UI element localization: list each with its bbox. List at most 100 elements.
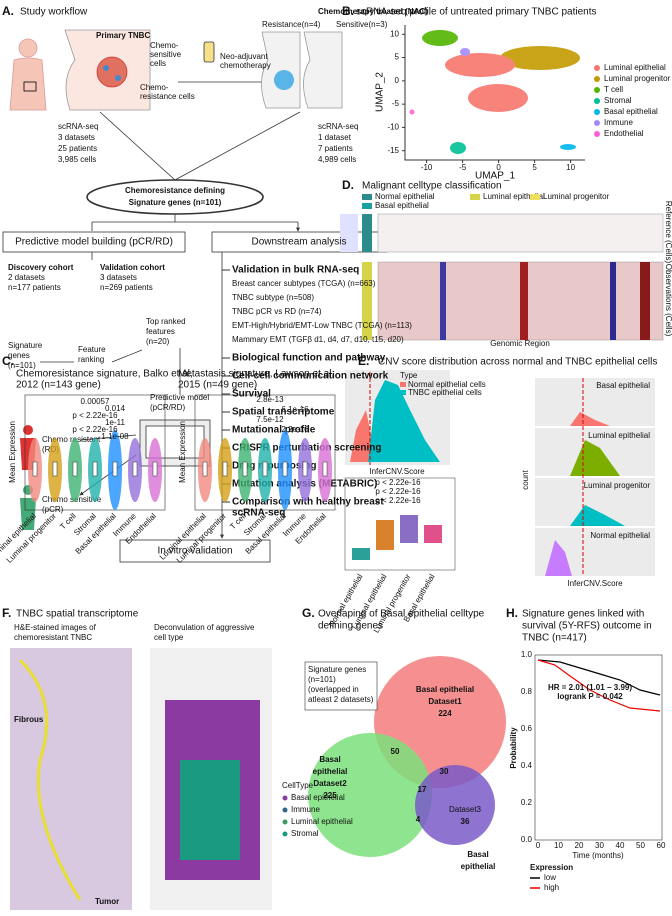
panel-title: Study workflow bbox=[20, 7, 88, 18]
heatmap bbox=[340, 213, 664, 341]
label: Neo-adjuvant bbox=[220, 52, 268, 61]
label: Chemo- bbox=[150, 41, 179, 50]
box bbox=[282, 461, 288, 477]
label: CellType bbox=[282, 781, 314, 790]
violins bbox=[24, 394, 336, 511]
label: Overlaping of Basal epithelial celltype bbox=[318, 609, 485, 620]
analysis-subitem: EMT-High/Hybrid/EMT-Low TNBC (TCGA) (n=1… bbox=[232, 321, 412, 330]
label: scRNA-seq bbox=[318, 122, 358, 131]
legend-swatch bbox=[594, 87, 600, 93]
legend-label: Basal epithelial bbox=[291, 793, 345, 802]
axis bbox=[404, 25, 585, 161]
label: TNBC spatial transcriptome bbox=[16, 609, 139, 620]
plot-title: Chemoresistance signature, Balko et al, bbox=[16, 369, 193, 380]
analysis-subitem: Breast cancer subtypes (TCGA) (n=663) bbox=[232, 279, 376, 288]
label: resistance cells bbox=[140, 92, 195, 101]
box bbox=[92, 461, 98, 477]
legend-swatch bbox=[362, 203, 372, 209]
label: n=177 patients bbox=[8, 283, 61, 292]
legend-swatch bbox=[282, 831, 288, 837]
analysis-subitem: TNBC subtype (n=508) bbox=[232, 293, 314, 302]
legend-swatch bbox=[362, 194, 372, 200]
label: 40 bbox=[616, 841, 625, 850]
label: Chemo- bbox=[140, 83, 169, 92]
legend-label: T cell bbox=[604, 85, 623, 94]
legend-label: Basal epithelial bbox=[375, 201, 429, 210]
label: Chemo sensitive bbox=[42, 495, 102, 504]
label: InferCNV.Score bbox=[567, 579, 623, 588]
label: UMAP_1 bbox=[475, 171, 515, 182]
analysis-item: Biological function and pathway bbox=[232, 353, 386, 364]
overlap-count: 17 bbox=[418, 785, 427, 794]
x-tick-label: 10 bbox=[566, 163, 575, 172]
label: Validation cohort bbox=[100, 263, 165, 272]
legend-label: Endothelial bbox=[604, 129, 644, 138]
label: ranking bbox=[78, 355, 104, 364]
legend-label: Luminal progenitor bbox=[543, 192, 610, 201]
box bbox=[152, 461, 158, 477]
label: F. bbox=[2, 606, 11, 620]
analysis-item: Validation in bulk RNA-seq bbox=[232, 265, 359, 276]
y-tick-label: -15 bbox=[387, 146, 399, 155]
label: Chemotherapy treated (NAC) bbox=[318, 7, 428, 16]
label: 3 datasets bbox=[58, 133, 95, 142]
label: 36 bbox=[461, 817, 470, 826]
overlap-count: 30 bbox=[440, 767, 449, 776]
facet-label: Basal epithelial bbox=[596, 381, 650, 390]
label: Top ranked bbox=[146, 317, 186, 326]
box bbox=[112, 461, 118, 477]
label: sensitive bbox=[150, 50, 182, 59]
label: (pCR/RD) bbox=[150, 403, 185, 412]
label: Resistance(n=4) bbox=[262, 20, 321, 29]
label: Dataset3 bbox=[449, 805, 482, 814]
legend-label: TNBC epithelial cells bbox=[408, 388, 482, 397]
label: 1.0 bbox=[521, 650, 533, 659]
label: 225 bbox=[323, 791, 337, 800]
legend-swatch bbox=[594, 120, 600, 126]
legend-label: low bbox=[544, 873, 556, 882]
analysis-item: Survival bbox=[232, 389, 271, 400]
label: scRNA-seq bbox=[58, 122, 98, 131]
y-tick-label: -10 bbox=[387, 123, 399, 132]
facet-label: Normal epithelial bbox=[590, 531, 650, 540]
y-tick-label: -5 bbox=[392, 99, 400, 108]
legend-swatch bbox=[594, 131, 600, 137]
label: Predictive model building (pCR/RD) bbox=[15, 237, 173, 248]
box bbox=[242, 461, 248, 477]
legend-label: Luminal epithelial bbox=[483, 192, 545, 201]
label: Primary TNBC bbox=[96, 31, 150, 40]
legend-swatch bbox=[282, 807, 288, 813]
box bbox=[52, 461, 58, 477]
label: Basal bbox=[319, 755, 340, 764]
label: 10 bbox=[554, 841, 563, 850]
box bbox=[72, 461, 78, 477]
legend-label: Luminal epithelial bbox=[291, 817, 353, 826]
legend-swatch bbox=[594, 109, 600, 115]
label: 25 patients bbox=[58, 144, 97, 153]
box bbox=[32, 461, 38, 477]
label: 3,985 cells bbox=[58, 155, 96, 164]
label: C. bbox=[2, 354, 14, 368]
label: Type bbox=[400, 371, 418, 380]
legend-swatch bbox=[594, 98, 600, 104]
legend-swatch bbox=[594, 65, 600, 71]
analysis-subitem: TNBC pCR vs RD (n=74) bbox=[232, 307, 322, 316]
label: (n=101) bbox=[308, 675, 336, 684]
label: Signature genes bbox=[308, 665, 366, 674]
legend-swatch bbox=[400, 382, 406, 387]
label: Reference (Cells) bbox=[664, 201, 672, 264]
label: survival (5Y-RFS) outcome in bbox=[522, 621, 652, 632]
label: Time (months) bbox=[572, 851, 624, 860]
label: 224 bbox=[438, 709, 452, 718]
label: 50 bbox=[636, 841, 645, 850]
label: Downstream analysis bbox=[251, 237, 346, 248]
label: Probability bbox=[509, 727, 518, 769]
label: Discovery cohort bbox=[8, 263, 74, 272]
label: scRNA-seq profile of untreated primary T… bbox=[356, 7, 596, 18]
label: TNBC (n=417) bbox=[522, 633, 587, 644]
label: UMAP_2 bbox=[375, 72, 386, 112]
label: Deconvulation of aggressive bbox=[154, 623, 255, 632]
label: 1e-11 bbox=[105, 418, 125, 427]
